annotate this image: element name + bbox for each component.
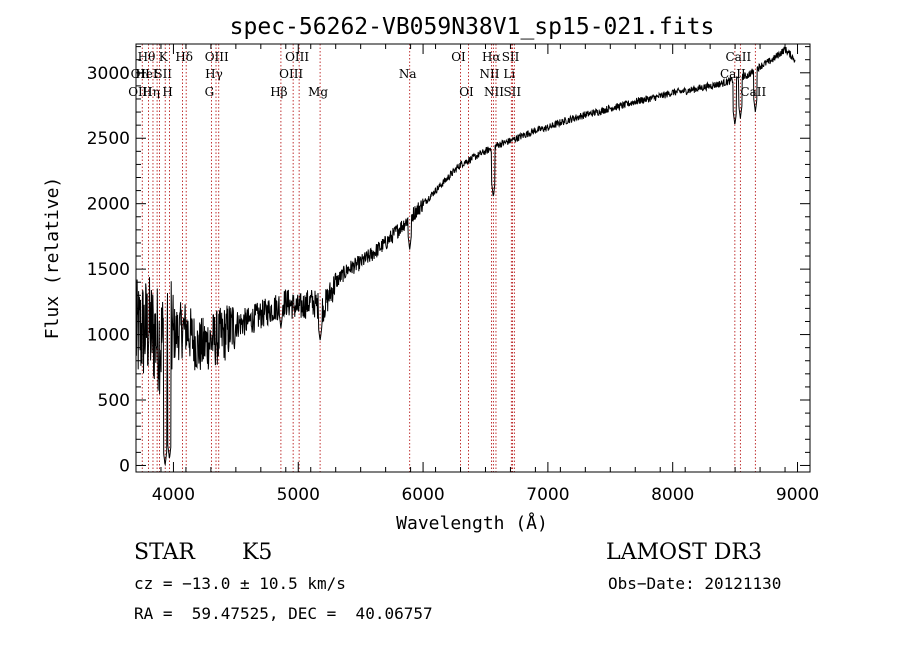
- chart-title: spec-56262-VB059N38V1_sp15-021.fits: [230, 14, 715, 40]
- y-axis-label: Flux (relative): [42, 177, 63, 340]
- line-marker-label: H: [162, 85, 172, 99]
- y-tick-label: 2000: [87, 195, 130, 215]
- redshift-cz: cz = −13.0 ± 10.5 km/s: [134, 574, 346, 593]
- plot-frame: [135, 43, 811, 473]
- line-marker-label: OI: [451, 50, 466, 64]
- coordinates: RA = 59.47525, DEC = 40.06757: [134, 604, 433, 623]
- line-marker-label: OIII: [128, 85, 152, 99]
- x-tick-label: 7000: [526, 485, 569, 505]
- line-marker-label: OIII: [279, 67, 303, 81]
- line-marker-label: Li: [503, 67, 515, 81]
- line-marker-label: CaII: [720, 67, 746, 81]
- spectrum-series: [135, 46, 796, 467]
- observation-date: Obs−Date: 20121130: [608, 574, 782, 593]
- y-tick-label: 0: [119, 456, 130, 476]
- line-marker-label: HeI: [135, 67, 158, 81]
- line-marker-label: Hθ: [138, 50, 156, 64]
- y-tick-label: 3000: [87, 64, 130, 84]
- axes: 4000 5000 6000 7000 8000 9000 0 500 1000 1500 2000…: [87, 44, 819, 505]
- line-marker-label: NII: [484, 85, 504, 99]
- line-marker-label: K: [159, 50, 169, 64]
- line-marker-label: G: [205, 85, 215, 99]
- line-marker-label: Hη: [142, 85, 160, 99]
- line-marker-label: Mg: [308, 85, 328, 99]
- x-tick-label: 9000: [776, 485, 819, 505]
- x-tick-label: 5000: [277, 485, 320, 505]
- line-marker-label: OI: [459, 85, 474, 99]
- survey-name: LAMOST DR3: [606, 540, 762, 565]
- line-marker-label: OIII: [285, 50, 309, 64]
- line-marker-label: Hα: [482, 50, 501, 64]
- object-class: STAR: [134, 540, 195, 565]
- y-tick-label: 1500: [87, 260, 130, 280]
- line-marker-label: Na: [399, 67, 417, 81]
- line-marker-label: OIII: [205, 50, 229, 64]
- line-marker-label: CaII: [725, 50, 751, 64]
- line-marker-label: NII: [479, 67, 499, 81]
- line-marker-label: OII: [131, 67, 151, 81]
- y-tick-label: 500: [98, 391, 130, 411]
- spectrum-line: [135, 46, 796, 467]
- y-tick-label: 2500: [87, 129, 130, 149]
- line-marker-label: SII: [154, 67, 172, 81]
- x-tick-label: 4000: [152, 485, 195, 505]
- line-marker-label: SII: [502, 50, 520, 64]
- line-marker-label: Hβ: [270, 85, 287, 99]
- line-marker-label: Hδ: [175, 50, 193, 64]
- line-marker-label: Hγ: [205, 67, 223, 81]
- subclass: K5: [242, 540, 273, 565]
- line-markers: OII OIII Hθ HeI Hη K SII H Hδ G Hγ OIII Hβ OIII OIII Mg…: [128, 44, 766, 472]
- x-tick-label: 6000: [401, 485, 444, 505]
- x-tick-label: 8000: [651, 485, 694, 505]
- x-axis-label: Wavelength (Å): [396, 512, 548, 534]
- y-tick-label: 1000: [87, 326, 130, 346]
- line-marker-label: SII: [503, 85, 521, 99]
